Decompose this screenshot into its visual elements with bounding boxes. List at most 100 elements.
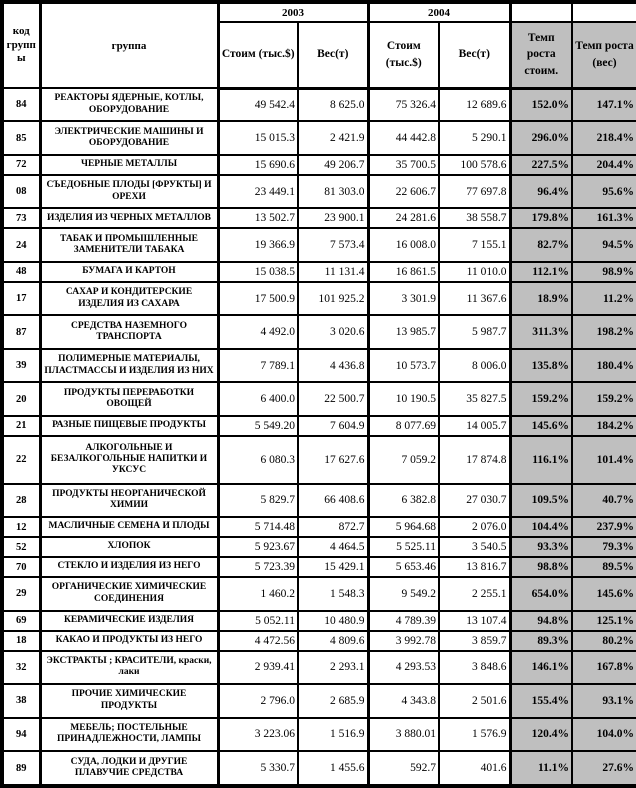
row-group-name: БУМАГА И КАРТОН <box>39 260 220 283</box>
cell-weight-2004: 5 987.7 <box>438 314 512 350</box>
header-code: код группы <box>1 1 42 89</box>
cell-growth-cost: 112.1% <box>509 260 573 283</box>
row-code: 22 <box>1 434 42 485</box>
cell-cost-2004: 5 964.68 <box>367 516 440 539</box>
cell-growth-weight: 94.5% <box>571 227 636 263</box>
cell-cost-2004: 35 700.5 <box>367 153 440 176</box>
cell-growth-weight: 104.0% <box>571 716 636 753</box>
table-row: 89 СУДА, ЛОДКИ И ДРУГИЕ ПЛАВУЧИЕ СРЕДСТВА… <box>1 750 636 787</box>
cell-cost-2003: 5 714.48 <box>217 516 299 539</box>
row-code: 21 <box>1 414 42 437</box>
cell-growth-cost: 120.4% <box>509 716 573 753</box>
cell-growth-weight: 159.2% <box>571 381 636 417</box>
cell-growth-weight: 237.9% <box>571 516 636 539</box>
cell-weight-2003: 8 625.0 <box>297 86 370 123</box>
row-code: 69 <box>1 609 42 632</box>
cell-growth-cost: 145.6% <box>509 414 573 437</box>
cell-weight-2004: 8 006.0 <box>438 347 512 384</box>
header-group: группа <box>39 1 220 89</box>
header-cost-2003: Стоим (тыс.$) <box>217 21 299 90</box>
row-group-name: КАКАО И ПРОДУКТЫ ИЗ НЕГО <box>39 629 220 652</box>
cell-growth-weight: 218.4% <box>571 120 636 156</box>
table-row: 22 АЛКОГОЛЬНЫЕ И БЕЗАЛКОГОЛЬНЫЕ НАПИТКИ И… <box>1 434 636 485</box>
cell-cost-2004: 10 190.5 <box>367 381 440 417</box>
cell-weight-2003: 17 627.6 <box>297 434 370 485</box>
cell-growth-weight: 93.1% <box>571 683 636 719</box>
cell-weight-2003: 2 293.1 <box>297 649 370 686</box>
cell-growth-cost: 159.2% <box>509 381 573 417</box>
cell-weight-2003: 2 685.9 <box>297 683 370 719</box>
cell-cost-2003: 5 330.7 <box>217 750 299 787</box>
cell-weight-2004: 27 030.7 <box>438 482 512 519</box>
cell-cost-2004: 10 573.7 <box>367 347 440 384</box>
row-code: 85 <box>1 120 42 156</box>
row-group-name: ЭКСТРАКТЫ ; КРАСИТЕЛИ, краски, лаки <box>39 649 220 686</box>
row-code: 28 <box>1 482 42 519</box>
cell-cost-2003: 19 366.9 <box>217 227 299 263</box>
cell-weight-2004: 17 874.8 <box>438 434 512 485</box>
row-group-name: ХЛОПОК <box>39 536 220 559</box>
header-cost-2004: Стоим (тыс.$) <box>367 21 440 90</box>
table-row: 24 ТАБАК И ПРОМЫШЛЕННЫЕ ЗАМЕНИТЕЛИ ТАБАКА… <box>1 227 636 263</box>
cell-cost-2003: 17 500.9 <box>217 280 299 317</box>
cell-growth-cost: 104.4% <box>509 516 573 539</box>
cell-weight-2003: 11 131.4 <box>297 260 370 283</box>
table-row: 84 РЕАКТОРЫ ЯДЕРНЫЕ, КОТЛЫ, ОБОРУДОВАНИЕ 4… <box>1 86 636 123</box>
table-row: 38 ПРОЧИЕ ХИМИЧЕСКИЕ ПРОДУКТЫ 2 796.0 2 685… <box>1 683 636 719</box>
cell-cost-2003: 7 789.1 <box>217 347 299 384</box>
cell-growth-weight: 80.2% <box>571 629 636 652</box>
table-row: 12 МАСЛИЧНЫЕ СЕМЕНА И ПЛОДЫ 5 714.48 872.7 5… <box>1 516 636 539</box>
cell-weight-2004: 1 576.9 <box>438 716 512 753</box>
table-row: 21 РАЗНЫЕ ПИЩЕВЫЕ ПРОДУКТЫ 5 549.20 7 604.9… <box>1 414 636 437</box>
cell-cost-2003: 5 052.11 <box>217 609 299 632</box>
cell-weight-2003: 4 809.6 <box>297 629 370 652</box>
cell-growth-weight: 79.3% <box>571 536 636 559</box>
cell-cost-2003: 6 400.0 <box>217 381 299 417</box>
row-group-name: СРЕДСТВА НАЗЕМНОГО ТРАНСПОРТА <box>39 314 220 350</box>
cell-cost-2004: 7 059.2 <box>367 434 440 485</box>
cell-cost-2003: 13 502.7 <box>217 207 299 230</box>
cell-growth-weight: 180.4% <box>571 347 636 384</box>
cell-weight-2004: 2 076.0 <box>438 516 512 539</box>
cell-cost-2003: 2 796.0 <box>217 683 299 719</box>
cell-cost-2004: 3 992.78 <box>367 629 440 652</box>
header-blank-growth-weight <box>571 1 636 23</box>
table-row: 39 ПОЛИМЕРНЫЕ МАТЕРИАЛЫ, ПЛАСТМАССЫ И ИЗД… <box>1 347 636 384</box>
row-group-name: РЕАКТОРЫ ЯДЕРНЫЕ, КОТЛЫ, ОБОРУДОВАНИЕ <box>39 86 220 123</box>
cell-weight-2003: 10 480.9 <box>297 609 370 632</box>
table-row: 70 СТЕКЛО И ИЗДЕЛИЯ ИЗ НЕГО 5 723.39 15 429… <box>1 556 636 579</box>
table-row: 73 ИЗДЕЛИЯ ИЗ ЧЕРНЫХ МЕТАЛЛОВ 13 502.7 23 9… <box>1 207 636 230</box>
cell-cost-2004: 16 008.0 <box>367 227 440 263</box>
cell-growth-weight: 101.4% <box>571 434 636 485</box>
table-row: 17 САХАР И КОНДИТЕРСКИЕ ИЗДЕЛИЯ ИЗ САХАРА… <box>1 280 636 317</box>
cell-cost-2003: 1 460.2 <box>217 576 299 612</box>
cell-growth-cost: 152.0% <box>509 86 573 123</box>
row-code: 72 <box>1 153 42 176</box>
cell-weight-2004: 3 859.7 <box>438 629 512 652</box>
cell-weight-2004: 14 005.7 <box>438 414 512 437</box>
cell-cost-2004: 3 301.9 <box>367 280 440 317</box>
row-code: 87 <box>1 314 42 350</box>
cell-cost-2004: 13 985.7 <box>367 314 440 350</box>
cell-cost-2004: 75 326.4 <box>367 86 440 123</box>
cell-weight-2004: 13 816.7 <box>438 556 512 579</box>
row-group-name: АЛКОГОЛЬНЫЕ И БЕЗАЛКОГОЛЬНЫЕ НАПИТКИ И У… <box>39 434 220 485</box>
cell-cost-2004: 4 789.39 <box>367 609 440 632</box>
header-growth-cost: Темп роста стоим. <box>509 21 573 90</box>
cell-growth-weight: 11.2% <box>571 280 636 317</box>
cell-cost-2003: 4 472.56 <box>217 629 299 652</box>
cell-cost-2004: 22 606.7 <box>367 173 440 210</box>
header-year-2003: 2003 <box>217 1 370 23</box>
cell-weight-2004: 7 155.1 <box>438 227 512 263</box>
row-code: 94 <box>1 716 42 753</box>
cell-weight-2003: 23 900.1 <box>297 207 370 230</box>
row-group-name: ЭЛЕКТРИЧЕСКИЕ МАШИНЫ И ОБОРУДОВАНИЕ <box>39 120 220 156</box>
cell-growth-weight: 204.4% <box>571 153 636 176</box>
table-row: 28 ПРОДУКТЫ НЕОРГАНИЧЕСКОЙ ХИМИИ 5 829.7 66… <box>1 482 636 519</box>
row-group-name: ПРОЧИЕ ХИМИЧЕСКИЕ ПРОДУКТЫ <box>39 683 220 719</box>
cell-growth-weight: 161.3% <box>571 207 636 230</box>
cell-growth-weight: 147.1% <box>571 86 636 123</box>
row-group-name: КЕРАМИЧЕСКИЕ ИЗДЕЛИЯ <box>39 609 220 632</box>
table-row: 85 ЭЛЕКТРИЧЕСКИЕ МАШИНЫ И ОБОРУДОВАНИЕ 15 … <box>1 120 636 156</box>
